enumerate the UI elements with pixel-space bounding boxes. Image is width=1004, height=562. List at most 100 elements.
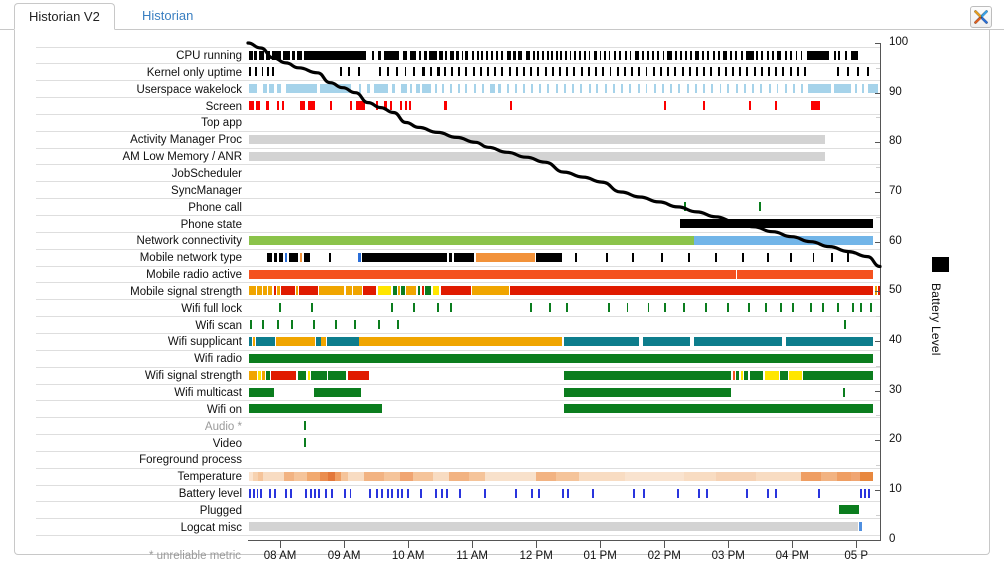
row-track-foreground-process[interactable] [248,455,880,464]
row-track-wifi-full-lock[interactable] [248,303,880,313]
x-tick-label: 08 AM [263,549,297,562]
row-track-wifi-multicast[interactable] [248,387,880,397]
row-track-am-low-memory-anr[interactable] [248,151,880,161]
row-track-plugged[interactable] [248,505,880,515]
row-label-cpu-running: CPU running [176,50,242,62]
tab-historian[interactable]: Historian [142,8,194,23]
row-track-activity-manager-proc[interactable] [248,134,880,144]
row-track-wifi-supplicant[interactable] [248,336,880,346]
row-segment [691,336,694,346]
row-segment [350,101,353,111]
row-segment [806,50,829,60]
row-divider [248,164,880,166]
row-divider-label [36,518,248,520]
row-track-screen[interactable] [248,101,880,111]
row-divider-label [36,450,248,452]
row-segment [409,50,417,60]
close-icon[interactable] [970,6,992,28]
row-segment [485,50,488,60]
row-segment [549,303,552,313]
row-track-mobile-network-type[interactable] [248,252,880,262]
row-track-jobscheduler[interactable] [248,168,880,177]
row-track-mobile-radio-active[interactable] [248,269,880,279]
row-segment [320,84,352,94]
row-divider [248,450,880,452]
row-track-top-app[interactable] [248,118,880,127]
row-label-wifi-on: Wifi on [206,403,242,416]
row-segment [318,488,321,498]
row-segment [449,84,452,94]
row-divider-label [36,181,248,183]
row-track-wifi-radio[interactable] [248,353,880,363]
row-segment [260,488,263,498]
row-track-network-connectivity[interactable] [248,235,880,245]
row-divider-label [36,383,248,385]
row-label-am-low-memory-anr: AM Low Memory / ANR [122,151,243,164]
row-segment [354,320,357,330]
row-segment [801,471,822,481]
row-segment [290,320,293,330]
row-segment [667,50,672,60]
row-track-userspace-wakelock[interactable] [248,84,880,94]
row-segment [378,50,381,60]
row-segment [278,252,284,262]
row-segment [647,303,650,313]
row-segment [645,67,648,77]
row-segment [663,101,667,111]
row-track-phone-state[interactable] [248,219,880,228]
row-segment [786,336,874,346]
x-tick-label: 01 PM [583,549,617,562]
row-segment [479,67,482,77]
row-segment [248,50,253,60]
row-segment [566,67,569,77]
row-segment [326,336,359,346]
row-track-kernel-only-uptime[interactable] [248,67,880,77]
row-segment [465,84,468,94]
row-segment [564,370,732,380]
row-segment [703,67,706,77]
row-segment [402,50,407,60]
row-segment [710,67,713,77]
row-segment [465,50,469,60]
row-segment [377,320,380,330]
row-track-mobile-signal-strength[interactable] [248,286,880,296]
row-track-cpu-running[interactable] [248,50,880,60]
row-segment [501,50,504,60]
row-segment [642,488,645,498]
row-segment [638,67,641,77]
row-track-syncmanager[interactable] [248,185,880,194]
row-divider-label [36,265,248,267]
row-segment [652,50,654,60]
row-segment [663,303,666,313]
row-segment [498,84,502,94]
row-segment [608,50,611,60]
x-axis-line [248,539,881,541]
row-segment [321,336,326,346]
tab-historian-v2[interactable]: Historian V2 [14,3,115,30]
row-segment [756,50,759,60]
row-track-phone-call[interactable] [248,202,880,212]
row-track-audio[interactable] [248,421,880,431]
row-track-battery-level[interactable] [248,488,880,498]
row-track-wifi-scan[interactable] [248,320,880,330]
x-tick-label: 04 PM [775,549,809,562]
row-segment [471,286,509,296]
row-divider [248,248,880,250]
row-track-wifi-signal-strength[interactable] [248,370,880,380]
row-segment [609,67,612,77]
row-segment [494,67,497,77]
row-segment [683,471,717,481]
row-segment [266,50,270,60]
row-track-temperature[interactable] [248,471,880,481]
row-segment [248,471,253,481]
row-divider-label [36,130,248,132]
row-track-wifi-on[interactable] [248,404,880,414]
row-segment [248,353,874,363]
row-segment [282,101,284,111]
row-track-video[interactable] [248,438,880,448]
row-track-logcat-misc[interactable] [248,522,880,532]
row-segment [645,84,648,94]
row-divider-label [36,97,248,99]
row-segment [284,252,287,262]
row-segment [662,50,665,60]
